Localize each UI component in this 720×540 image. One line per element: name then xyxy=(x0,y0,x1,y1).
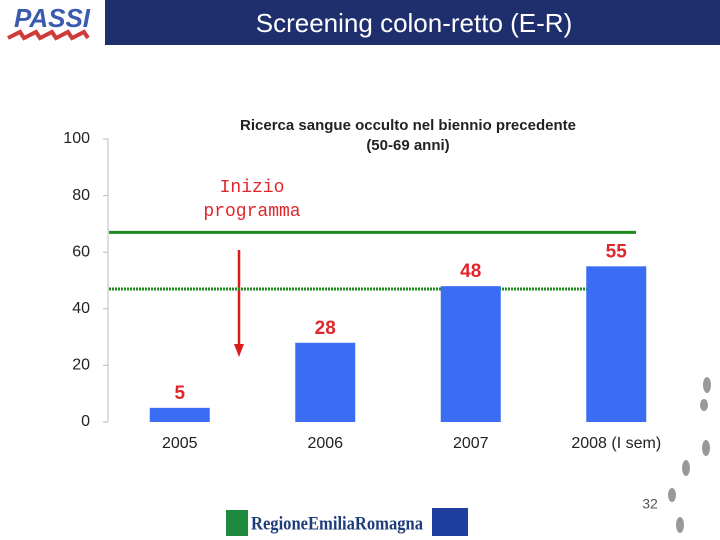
slide-title: Screening colon-retto (E-R) xyxy=(256,8,572,38)
x-tick-label: 2005 xyxy=(162,435,198,452)
y-tick-label: 0 xyxy=(81,413,90,430)
data-label: 5 xyxy=(174,383,185,404)
x-tick-label: 2008 (I sem) xyxy=(571,435,661,452)
annotation-box: Inizio programma xyxy=(203,178,301,222)
bar xyxy=(149,407,210,422)
y-tick-label: 80 xyxy=(72,187,90,204)
annotation: Inizio programma xyxy=(203,178,301,222)
bar xyxy=(586,266,647,422)
y-tick-label: 20 xyxy=(72,357,90,374)
arrow-head xyxy=(234,344,244,357)
logo: PASSI xyxy=(14,3,91,33)
eu-flag xyxy=(432,508,468,536)
data-label: 55 xyxy=(606,241,628,262)
footprints xyxy=(668,377,711,533)
chart-title: Ricerca sangue occulto nel biennio prece… xyxy=(240,117,576,134)
logo-mark xyxy=(7,29,90,41)
footer-logo: RegioneEmiliaRomagna xyxy=(251,513,423,534)
data-label: 48 xyxy=(460,261,481,282)
y-tick-label: 60 xyxy=(72,243,90,260)
x-tick-label: 2006 xyxy=(307,435,343,452)
x-tick-label: 2007 xyxy=(453,435,489,452)
header-bar xyxy=(105,0,720,45)
bar xyxy=(440,286,501,422)
data-label: 28 xyxy=(315,318,336,339)
y-tick-label: 100 xyxy=(63,130,90,147)
bar xyxy=(295,342,356,422)
y-tick-label: 40 xyxy=(72,300,90,317)
chart-subtitle: (50-69 anni) xyxy=(366,137,449,154)
page-number: 32 xyxy=(642,496,658,512)
footer-logo-icon xyxy=(226,510,248,536)
